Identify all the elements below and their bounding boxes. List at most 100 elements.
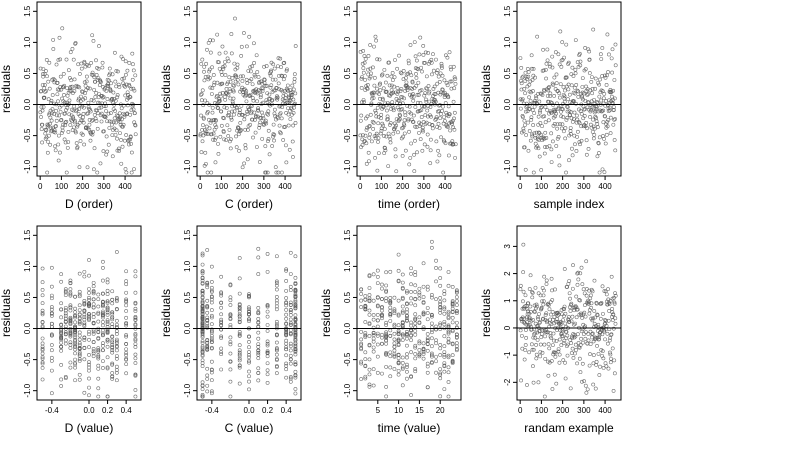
data-point xyxy=(41,105,46,109)
data-point xyxy=(114,307,119,311)
data-point xyxy=(392,295,397,300)
y-tick-label: -1.0 xyxy=(343,383,352,397)
data-point xyxy=(96,346,101,351)
data-point xyxy=(521,242,526,247)
data-point xyxy=(68,50,73,55)
data-point xyxy=(382,67,387,72)
data-point xyxy=(429,353,434,358)
data-point xyxy=(380,97,385,102)
data-point xyxy=(407,162,412,167)
data-point xyxy=(605,32,610,37)
data-point xyxy=(429,314,434,319)
data-point xyxy=(109,97,114,102)
data-point xyxy=(237,353,242,358)
data-point xyxy=(247,107,252,112)
data-point xyxy=(399,71,404,76)
data-point xyxy=(131,62,135,67)
data-point xyxy=(101,333,105,337)
data-point xyxy=(105,119,109,124)
data-point xyxy=(601,365,606,370)
data-point xyxy=(594,119,599,124)
data-point xyxy=(380,314,384,319)
data-point xyxy=(380,72,385,77)
data-point xyxy=(201,133,206,138)
data-point xyxy=(274,323,279,328)
data-point xyxy=(359,377,364,381)
x-tick-label: 300 xyxy=(257,182,271,191)
data-point xyxy=(531,364,535,369)
data-point xyxy=(610,70,614,75)
data-point xyxy=(450,361,455,365)
data-point xyxy=(226,59,231,64)
data-point xyxy=(73,337,77,342)
x-tick-label: 400 xyxy=(598,182,612,191)
data-point xyxy=(201,123,205,128)
data-point xyxy=(375,268,380,273)
data-point xyxy=(527,129,532,133)
data-point xyxy=(438,327,443,331)
data-point xyxy=(228,379,233,384)
data-point xyxy=(114,370,119,375)
data-point xyxy=(409,333,413,337)
data-point xyxy=(213,118,218,123)
data-point xyxy=(83,91,87,96)
data-point xyxy=(425,132,430,137)
data-point xyxy=(268,73,273,78)
data-point xyxy=(369,71,373,76)
data-point xyxy=(110,310,115,315)
data-point xyxy=(536,114,541,119)
x-tick-label: 100 xyxy=(215,182,229,191)
data-point xyxy=(237,330,242,334)
data-point xyxy=(200,295,205,300)
data-point xyxy=(546,99,551,104)
data-point xyxy=(290,139,295,144)
data-point xyxy=(113,79,118,84)
data-point xyxy=(371,349,376,354)
data-point xyxy=(202,78,207,83)
data-point xyxy=(209,280,214,284)
data-point xyxy=(402,131,407,136)
data-point xyxy=(107,126,112,130)
data-point xyxy=(396,313,401,318)
data-point xyxy=(524,101,529,106)
data-point xyxy=(536,380,541,385)
data-point xyxy=(96,376,101,381)
data-point xyxy=(429,293,434,297)
data-point xyxy=(255,70,260,74)
data-point xyxy=(454,347,459,351)
data-point xyxy=(407,129,411,134)
data-point xyxy=(72,77,77,82)
data-point xyxy=(531,380,536,385)
data-point xyxy=(391,90,395,95)
data-point xyxy=(519,81,524,86)
y-tick-label: 3 xyxy=(503,244,512,249)
data-point xyxy=(266,128,271,133)
data-point xyxy=(237,348,242,353)
data-point xyxy=(393,125,398,130)
data-point xyxy=(414,58,419,63)
data-point xyxy=(284,353,289,358)
data-point xyxy=(124,72,128,77)
data-point xyxy=(428,105,433,109)
data-point xyxy=(227,113,231,118)
data-point xyxy=(395,66,400,71)
data-point xyxy=(48,142,53,147)
data-point xyxy=(405,318,409,323)
data-point xyxy=(240,165,245,170)
data-point xyxy=(417,130,421,135)
data-point xyxy=(584,390,589,395)
data-point xyxy=(371,336,376,341)
data-point xyxy=(613,321,618,326)
data-point xyxy=(293,295,298,299)
data-point xyxy=(286,89,291,93)
data-point xyxy=(202,64,207,69)
data-point xyxy=(131,107,136,112)
y-tick-label: -0.5 xyxy=(23,352,32,366)
data-point xyxy=(358,133,363,138)
data-point xyxy=(365,86,369,91)
data-point xyxy=(279,170,284,175)
data-point xyxy=(419,88,424,93)
data-point xyxy=(405,302,409,307)
data-point xyxy=(592,97,596,102)
data-point xyxy=(284,267,289,272)
